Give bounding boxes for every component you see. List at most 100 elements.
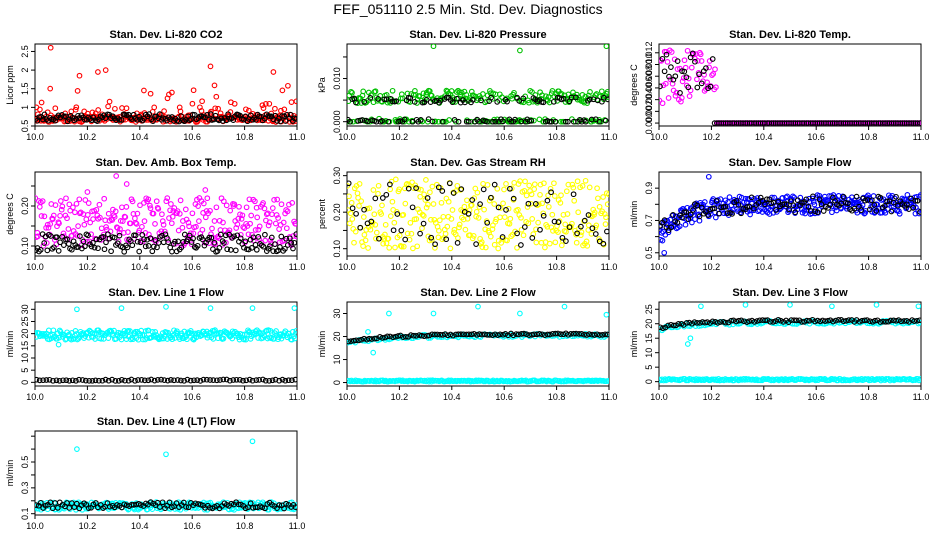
panel-p10: Stan. Dev. Line 4 (LT) Flow 10.0 10.2 10.4 1… xyxy=(5,416,305,531)
data-point xyxy=(681,68,688,75)
x-tick-label: 10.2 xyxy=(79,392,97,402)
y-tick-label: 0.5 xyxy=(20,120,30,133)
data-point xyxy=(382,117,389,124)
points-layer xyxy=(35,304,297,384)
data-point xyxy=(46,376,53,383)
data-point xyxy=(217,227,224,233)
data-point xyxy=(507,215,514,222)
data-point xyxy=(697,51,704,58)
y-tick-label: 1 xyxy=(20,105,30,110)
data-point xyxy=(402,236,409,243)
data-point xyxy=(484,118,490,125)
data-point xyxy=(426,237,433,244)
data-point xyxy=(455,235,461,241)
data-point xyxy=(169,248,175,255)
data-point xyxy=(677,90,683,96)
data-point xyxy=(661,249,668,256)
data-point xyxy=(725,199,731,205)
data-point xyxy=(353,99,359,106)
data-point xyxy=(50,212,57,219)
data-point xyxy=(427,189,433,196)
data-point xyxy=(292,220,297,227)
data-point xyxy=(685,216,692,222)
y-tick-label: 30 xyxy=(332,308,342,318)
plot-frame xyxy=(34,301,298,387)
data-point xyxy=(419,211,426,218)
data-point xyxy=(57,239,63,246)
x-tick-label: 10.2 xyxy=(79,132,97,142)
data-point xyxy=(748,194,755,201)
x-tick-label: 11.0 xyxy=(601,262,618,272)
panel-p3: Stan. Dev. Li-820 Temp. 10.0 10.2 10.4 10.6 1… xyxy=(629,29,929,142)
data-point xyxy=(786,201,793,208)
data-point xyxy=(480,180,486,187)
data-point xyxy=(726,194,733,200)
data-point xyxy=(735,202,742,208)
data-point xyxy=(141,87,147,94)
data-point xyxy=(388,178,395,185)
data-point xyxy=(912,197,919,204)
data-point xyxy=(246,376,253,383)
data-point xyxy=(74,88,81,94)
data-point xyxy=(134,210,141,217)
data-point xyxy=(247,500,254,507)
data-point xyxy=(400,334,406,340)
data-point xyxy=(247,336,254,342)
data-point xyxy=(592,116,599,123)
data-point xyxy=(60,377,66,384)
data-point xyxy=(419,225,425,232)
data-point xyxy=(816,196,823,203)
data-point xyxy=(563,238,569,244)
data-point xyxy=(404,230,411,237)
data-point xyxy=(428,234,435,241)
data-point xyxy=(262,505,268,512)
data-point xyxy=(283,225,290,232)
data-point xyxy=(292,504,297,510)
data-point xyxy=(887,317,894,324)
data-point xyxy=(480,91,486,97)
data-point xyxy=(678,95,685,101)
data-point xyxy=(187,328,194,334)
data-point xyxy=(202,187,209,193)
data-point xyxy=(280,219,287,226)
data-point xyxy=(47,221,54,227)
data-point xyxy=(578,330,585,337)
data-point xyxy=(685,84,692,91)
data-point xyxy=(570,330,577,337)
data-point xyxy=(705,173,712,180)
data-point xyxy=(450,190,457,196)
data-point xyxy=(385,235,392,242)
y-tick-label: 10 xyxy=(644,348,654,358)
x-tick-label: 11.0 xyxy=(913,392,930,402)
data-point xyxy=(118,376,125,383)
data-point xyxy=(379,118,385,124)
data-point xyxy=(76,196,83,203)
data-point xyxy=(349,205,356,212)
data-point xyxy=(65,226,72,232)
data-point xyxy=(811,201,818,208)
data-point xyxy=(241,331,248,338)
plot-frame xyxy=(346,43,610,127)
data-point xyxy=(598,88,605,95)
data-point xyxy=(164,377,171,384)
x-tick-label: 10.6 xyxy=(495,132,513,142)
data-point xyxy=(754,318,760,324)
data-point xyxy=(123,181,130,187)
data-point xyxy=(567,331,574,337)
data-point xyxy=(379,335,386,341)
data-point xyxy=(245,246,252,253)
data-point xyxy=(713,198,720,204)
data-point xyxy=(63,195,69,202)
data-point xyxy=(236,203,242,210)
x-tick-label: 10.8 xyxy=(860,262,878,272)
data-point xyxy=(871,202,878,208)
data-point xyxy=(482,226,489,233)
data-point xyxy=(125,377,132,384)
data-point xyxy=(262,377,269,384)
data-point xyxy=(243,204,250,211)
data-point xyxy=(35,376,40,383)
data-point xyxy=(232,247,239,254)
data-point xyxy=(231,233,237,240)
data-point xyxy=(197,378,204,384)
data-point xyxy=(916,210,921,217)
